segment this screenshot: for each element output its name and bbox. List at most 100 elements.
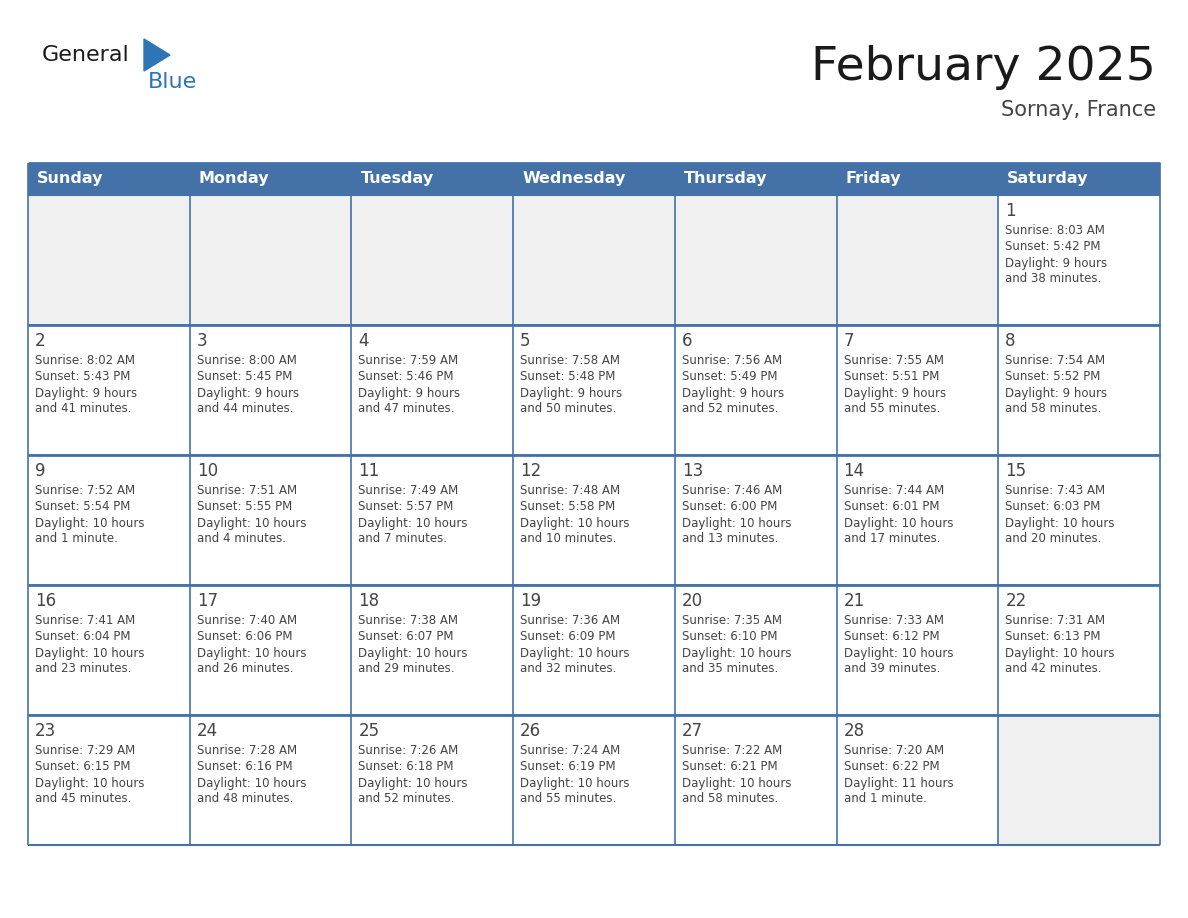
Text: 24: 24 bbox=[197, 722, 217, 740]
Text: Daylight: 9 hours: Daylight: 9 hours bbox=[520, 386, 623, 399]
Text: Daylight: 10 hours: Daylight: 10 hours bbox=[1005, 517, 1114, 530]
Text: Sunrise: 8:02 AM: Sunrise: 8:02 AM bbox=[34, 354, 135, 367]
Text: and 58 minutes.: and 58 minutes. bbox=[1005, 402, 1101, 416]
Text: and 55 minutes.: and 55 minutes. bbox=[843, 402, 940, 416]
Bar bbox=[352, 325, 513, 455]
Text: and 50 minutes.: and 50 minutes. bbox=[520, 402, 617, 416]
Text: 7: 7 bbox=[843, 332, 854, 350]
Text: Sunrise: 7:51 AM: Sunrise: 7:51 AM bbox=[197, 485, 297, 498]
Text: Sunset: 5:49 PM: Sunset: 5:49 PM bbox=[682, 371, 777, 384]
Bar bbox=[998, 715, 1159, 845]
Text: Sunrise: 7:29 AM: Sunrise: 7:29 AM bbox=[34, 744, 135, 757]
Text: 12: 12 bbox=[520, 462, 542, 480]
Text: Monday: Monday bbox=[198, 172, 270, 186]
Text: 6: 6 bbox=[682, 332, 693, 350]
Bar bbox=[29, 585, 190, 715]
Text: Sunrise: 7:56 AM: Sunrise: 7:56 AM bbox=[682, 354, 782, 367]
Text: Sunset: 5:45 PM: Sunset: 5:45 PM bbox=[197, 371, 292, 384]
Text: 22: 22 bbox=[1005, 592, 1026, 610]
Text: Sunset: 6:09 PM: Sunset: 6:09 PM bbox=[520, 631, 615, 644]
Bar bbox=[836, 455, 998, 585]
Text: Daylight: 9 hours: Daylight: 9 hours bbox=[1005, 256, 1107, 270]
Text: February 2025: February 2025 bbox=[811, 46, 1156, 91]
Text: Sunrise: 7:31 AM: Sunrise: 7:31 AM bbox=[1005, 614, 1105, 628]
Bar bbox=[190, 325, 352, 455]
Text: Daylight: 10 hours: Daylight: 10 hours bbox=[682, 517, 791, 530]
Text: and 10 minutes.: and 10 minutes. bbox=[520, 532, 617, 545]
Text: Sunrise: 7:22 AM: Sunrise: 7:22 AM bbox=[682, 744, 782, 757]
Bar bbox=[29, 325, 190, 455]
Text: Sunrise: 7:40 AM: Sunrise: 7:40 AM bbox=[197, 614, 297, 628]
Text: Sunset: 5:57 PM: Sunset: 5:57 PM bbox=[359, 500, 454, 513]
Text: and 17 minutes.: and 17 minutes. bbox=[843, 532, 940, 545]
Text: and 32 minutes.: and 32 minutes. bbox=[520, 663, 617, 676]
Text: and 38 minutes.: and 38 minutes. bbox=[1005, 273, 1101, 285]
Text: Daylight: 10 hours: Daylight: 10 hours bbox=[197, 777, 307, 789]
Bar bbox=[998, 585, 1159, 715]
Text: Daylight: 10 hours: Daylight: 10 hours bbox=[843, 517, 953, 530]
Text: and 4 minutes.: and 4 minutes. bbox=[197, 532, 286, 545]
Text: Sunrise: 7:28 AM: Sunrise: 7:28 AM bbox=[197, 744, 297, 757]
Text: Daylight: 10 hours: Daylight: 10 hours bbox=[520, 646, 630, 659]
Text: 15: 15 bbox=[1005, 462, 1026, 480]
Text: Daylight: 10 hours: Daylight: 10 hours bbox=[1005, 646, 1114, 659]
Text: and 52 minutes.: and 52 minutes. bbox=[682, 402, 778, 416]
Text: and 26 minutes.: and 26 minutes. bbox=[197, 663, 293, 676]
Text: 9: 9 bbox=[34, 462, 45, 480]
Text: 19: 19 bbox=[520, 592, 542, 610]
Text: Sunrise: 7:55 AM: Sunrise: 7:55 AM bbox=[843, 354, 943, 367]
Text: and 42 minutes.: and 42 minutes. bbox=[1005, 663, 1101, 676]
Text: and 55 minutes.: and 55 minutes. bbox=[520, 792, 617, 805]
Text: Daylight: 9 hours: Daylight: 9 hours bbox=[197, 386, 299, 399]
Text: Sunrise: 8:00 AM: Sunrise: 8:00 AM bbox=[197, 354, 297, 367]
Text: 28: 28 bbox=[843, 722, 865, 740]
Text: Daylight: 10 hours: Daylight: 10 hours bbox=[34, 777, 145, 789]
Text: Sunset: 5:48 PM: Sunset: 5:48 PM bbox=[520, 371, 615, 384]
Text: 17: 17 bbox=[197, 592, 217, 610]
Text: Sunrise: 7:36 AM: Sunrise: 7:36 AM bbox=[520, 614, 620, 628]
Text: 20: 20 bbox=[682, 592, 703, 610]
Bar bbox=[190, 455, 352, 585]
Text: 18: 18 bbox=[359, 592, 379, 610]
Text: Sunset: 6:21 PM: Sunset: 6:21 PM bbox=[682, 760, 777, 774]
Text: 23: 23 bbox=[34, 722, 56, 740]
Bar bbox=[29, 715, 190, 845]
Text: Daylight: 10 hours: Daylight: 10 hours bbox=[682, 646, 791, 659]
Text: 26: 26 bbox=[520, 722, 542, 740]
Bar bbox=[352, 195, 513, 325]
Bar bbox=[513, 325, 675, 455]
Text: Sunset: 6:16 PM: Sunset: 6:16 PM bbox=[197, 760, 292, 774]
Text: and 1 minute.: and 1 minute. bbox=[34, 532, 118, 545]
Text: Sunset: 6:22 PM: Sunset: 6:22 PM bbox=[843, 760, 940, 774]
Text: Sunrise: 7:33 AM: Sunrise: 7:33 AM bbox=[843, 614, 943, 628]
Text: Daylight: 10 hours: Daylight: 10 hours bbox=[34, 517, 145, 530]
Text: 5: 5 bbox=[520, 332, 531, 350]
Text: 27: 27 bbox=[682, 722, 703, 740]
Text: and 7 minutes.: and 7 minutes. bbox=[359, 532, 448, 545]
Text: and 20 minutes.: and 20 minutes. bbox=[1005, 532, 1101, 545]
Text: Sunset: 5:46 PM: Sunset: 5:46 PM bbox=[359, 371, 454, 384]
Text: Sunset: 6:18 PM: Sunset: 6:18 PM bbox=[359, 760, 454, 774]
Text: Sunday: Sunday bbox=[37, 172, 103, 186]
Text: Daylight: 9 hours: Daylight: 9 hours bbox=[1005, 386, 1107, 399]
Text: Daylight: 10 hours: Daylight: 10 hours bbox=[682, 777, 791, 789]
Text: Daylight: 10 hours: Daylight: 10 hours bbox=[197, 517, 307, 530]
Bar bbox=[513, 455, 675, 585]
Text: Sunset: 5:54 PM: Sunset: 5:54 PM bbox=[34, 500, 131, 513]
Text: and 44 minutes.: and 44 minutes. bbox=[197, 402, 293, 416]
Text: and 41 minutes.: and 41 minutes. bbox=[34, 402, 132, 416]
Text: and 52 minutes.: and 52 minutes. bbox=[359, 792, 455, 805]
Text: Sunset: 6:07 PM: Sunset: 6:07 PM bbox=[359, 631, 454, 644]
Text: Sunset: 6:15 PM: Sunset: 6:15 PM bbox=[34, 760, 131, 774]
Text: 10: 10 bbox=[197, 462, 217, 480]
Bar bbox=[513, 195, 675, 325]
Text: Sunrise: 8:03 AM: Sunrise: 8:03 AM bbox=[1005, 225, 1105, 238]
Text: 1: 1 bbox=[1005, 202, 1016, 220]
Text: Sunset: 5:43 PM: Sunset: 5:43 PM bbox=[34, 371, 131, 384]
Text: Sunrise: 7:48 AM: Sunrise: 7:48 AM bbox=[520, 485, 620, 498]
Text: Daylight: 11 hours: Daylight: 11 hours bbox=[843, 777, 953, 789]
Text: Sunrise: 7:24 AM: Sunrise: 7:24 AM bbox=[520, 744, 620, 757]
Text: Daylight: 10 hours: Daylight: 10 hours bbox=[520, 517, 630, 530]
Text: and 23 minutes.: and 23 minutes. bbox=[34, 663, 132, 676]
Text: Sunrise: 7:43 AM: Sunrise: 7:43 AM bbox=[1005, 485, 1105, 498]
